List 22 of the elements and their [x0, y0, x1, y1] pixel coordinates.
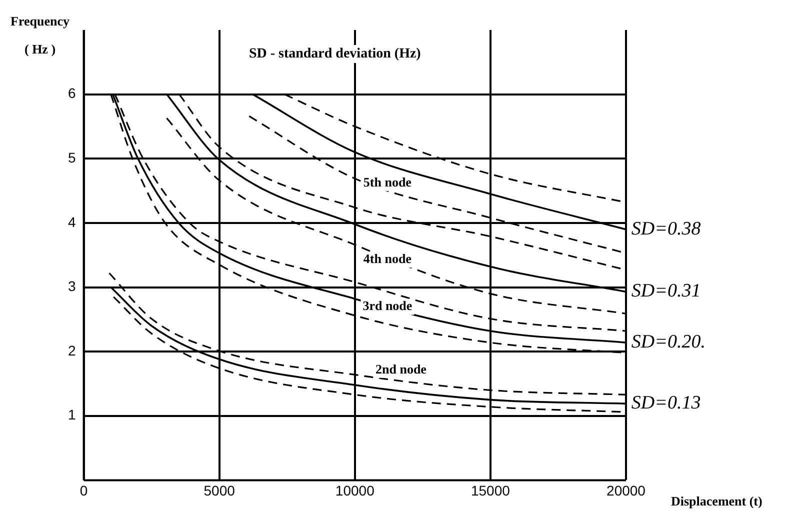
y-tick-label: 3 — [68, 278, 76, 294]
x-tick-label: 0 — [80, 482, 88, 498]
annotation: 2nd node — [376, 361, 427, 376]
text: SD=0.20. — [631, 331, 706, 352]
text: SD - standard deviation (Hz) — [248, 46, 422, 62]
y-tick-label: 2 — [68, 342, 76, 358]
y-tick-label: 4 — [68, 214, 76, 230]
annotation: 3rd node — [362, 298, 412, 314]
annotation: 4th node — [363, 250, 412, 266]
text: SD=0.31 — [631, 280, 701, 302]
y-axis-title: Frequency ( Hz ) — [10, 13, 70, 56]
x-tick-label: 10000 — [335, 482, 375, 498]
x-tick-label: 20000 — [606, 482, 646, 498]
text: SD=0.13 — [631, 392, 701, 414]
x-axis-title: Displacement (t) — [671, 494, 762, 509]
text: SD=0.38 — [631, 218, 702, 240]
x-tick-label: 15000 — [470, 482, 510, 498]
y-tick-label: 1 — [68, 406, 76, 423]
annotation: 5th node — [363, 174, 412, 190]
x-tick-label: 5000 — [204, 482, 236, 498]
y-tick-label: 5 — [68, 149, 76, 166]
y-tick-label: 6 — [68, 85, 76, 102]
